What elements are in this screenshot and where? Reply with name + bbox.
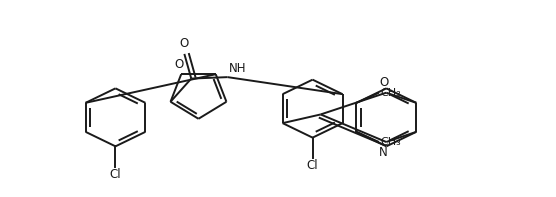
Text: O: O [175, 58, 184, 71]
Text: Cl: Cl [110, 168, 121, 181]
Text: NH: NH [229, 62, 247, 75]
Text: CH₃: CH₃ [381, 88, 401, 98]
Text: CH₃: CH₃ [381, 137, 401, 147]
Text: O: O [180, 37, 189, 50]
Text: Cl: Cl [307, 159, 319, 172]
Text: O: O [380, 76, 389, 89]
Text: N: N [379, 146, 388, 159]
